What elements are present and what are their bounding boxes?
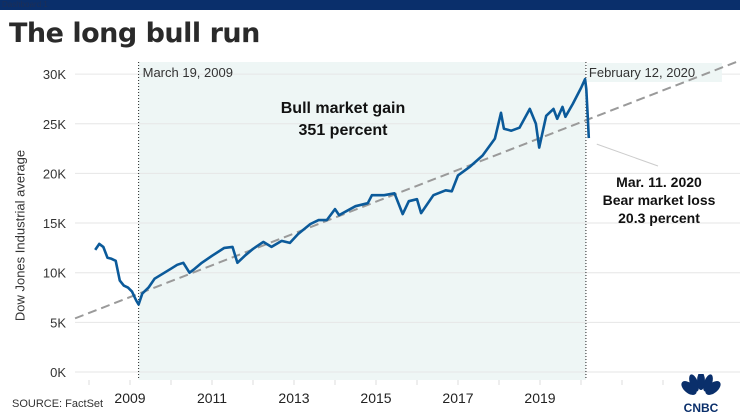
x-tick-label: 2017 [442,390,473,406]
bear-annotation-line3: 20.3 percent [618,210,700,226]
y-tick-label: 30K [43,67,66,82]
x-tick-label: 2009 [114,390,145,406]
window-title-bar: Dashboard 1 [0,0,740,10]
y-tick-label: 5K [50,315,66,330]
x-tick-label: 2019 [524,390,555,406]
end-date-label: February 12, 2020 [589,65,695,80]
trend-line [74,59,740,320]
cnbc-logo: CNBC [681,374,721,414]
bear-annotation-line2: Bear market loss [603,192,716,208]
bear-callout-line [596,143,659,167]
dow-series-line [94,77,591,306]
bull-annotation-line2: 351 percent [299,122,389,139]
y-tick-label: 0K [50,365,66,380]
x-tick-label: 2013 [278,390,309,406]
x-tick-label: 2015 [360,390,391,406]
y-tick-label: 15K [43,216,66,231]
x-tick-label: 2011 [197,390,227,406]
bull-annotation-line1: Bull market gain [281,100,405,117]
y-tick-label: 10K [43,266,66,281]
chart-title: The long bull run [9,18,260,49]
bear-annotation-line1: Mar. 11. 2020 [616,174,702,190]
y-tick-label: 20K [43,166,66,181]
svg-text:CNBC: CNBC [684,401,719,414]
source-note: SOURCE: FactSet [12,398,104,410]
end-date-label-bg [586,63,722,82]
start-date-label: March 19, 2009 [143,65,233,80]
y-tick-label: 25K [43,117,66,132]
bull-period-shade [138,62,586,380]
